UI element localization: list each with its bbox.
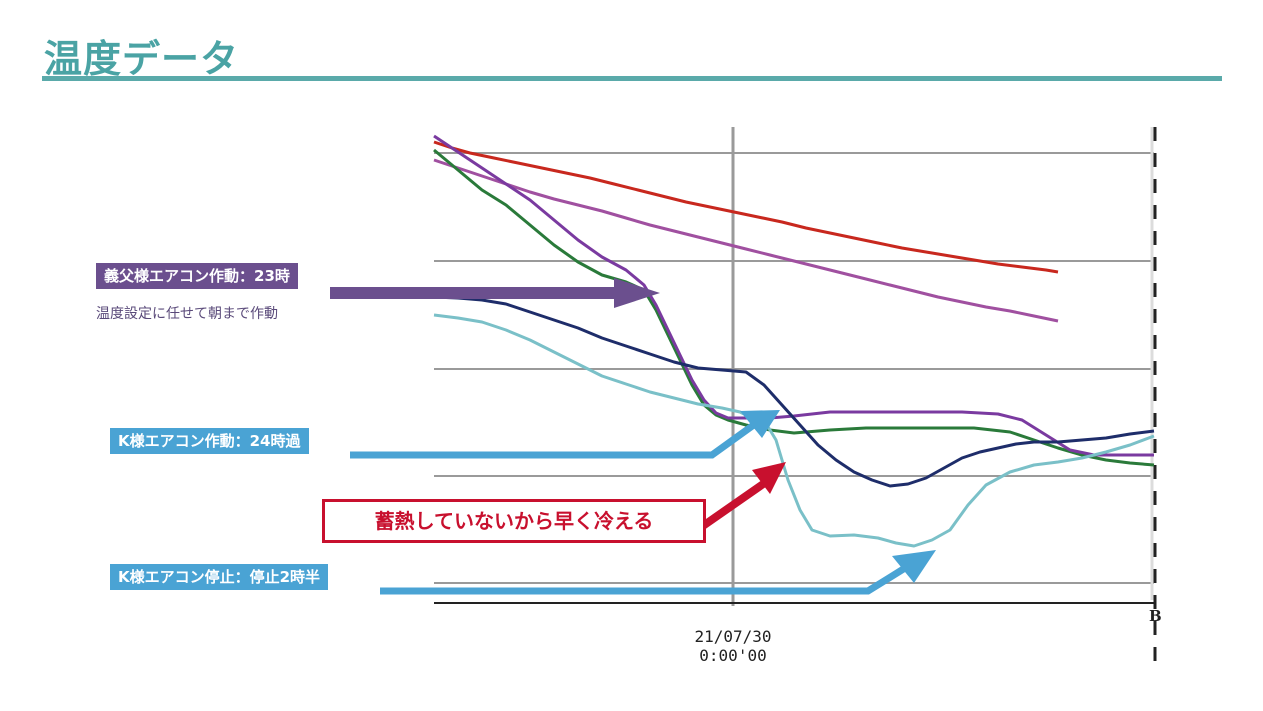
heat-note-text: 蓄熱していないから早く冷える (374, 509, 654, 533)
series-line-1 (433, 158, 1059, 323)
heat-note-box: 蓄熱していないから早く冷える (322, 499, 706, 543)
k-off-arrow (380, 550, 936, 595)
father-callout-text: 義父様エアコン作動：23時 (104, 267, 290, 285)
heat-arrow (697, 462, 786, 532)
series-line-3 (433, 134, 1154, 457)
slide-title: 温度データ (44, 37, 240, 81)
father-callout: 義父様エアコン作動：23時 (96, 263, 298, 289)
father-note: 温度設定に任せて朝まで作動 (96, 306, 278, 322)
series-line-0 (433, 140, 1059, 274)
x-tick-date: 21/07/30 (694, 627, 772, 646)
series-line-5 (433, 313, 1155, 548)
k-on-callout-text: K様エアコン作動：24時過 (118, 432, 301, 450)
k-off-callout-text: K様エアコン停止：停止2時半 (118, 568, 321, 586)
x-tick-label: 21/07/30 0:00'00 (673, 627, 793, 665)
k-off-callout: K様エアコン停止：停止2時半 (110, 564, 329, 590)
grid-lines (434, 152, 1154, 584)
title-rule (42, 76, 1222, 81)
series-line-4 (433, 295, 1155, 488)
k-on-callout: K様エアコン作動：24時過 (110, 428, 309, 454)
right-marker-label: B (1149, 607, 1162, 625)
father-arrow (330, 278, 660, 308)
series-layer (433, 134, 1155, 548)
series-line-2 (433, 148, 1155, 467)
x-tick-time: 0:00'00 (699, 646, 767, 665)
k-on-arrow (350, 410, 780, 459)
